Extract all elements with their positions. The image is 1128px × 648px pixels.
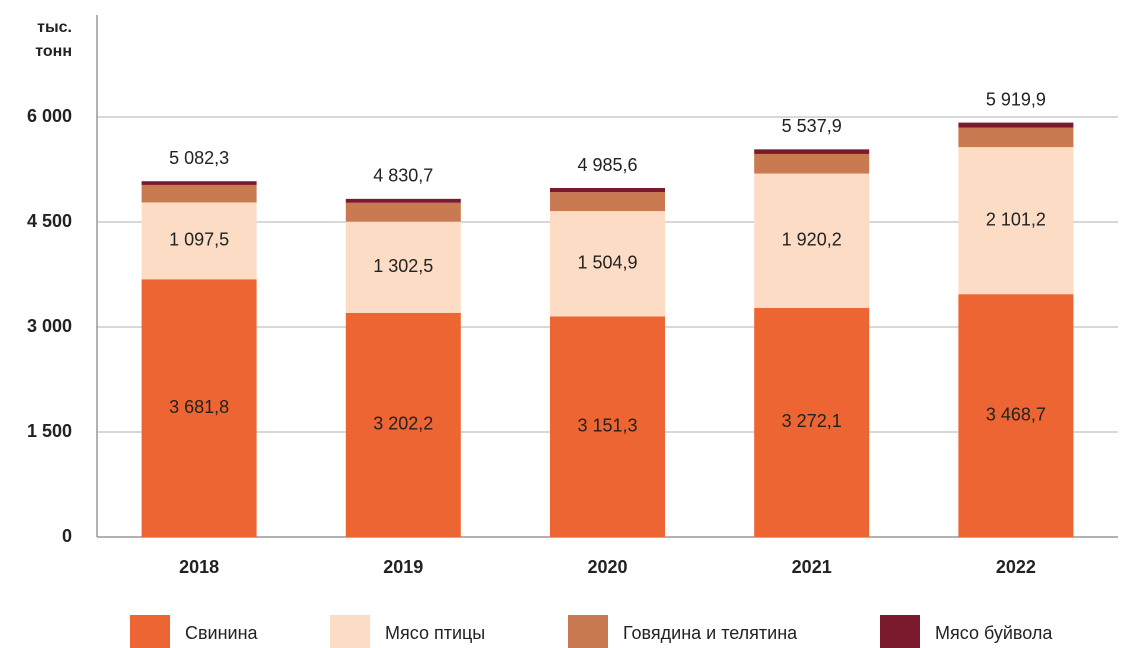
legend-swatch bbox=[568, 615, 608, 648]
data-label: 3 681,8 bbox=[169, 397, 229, 417]
bar-segment bbox=[345, 198, 461, 203]
bar-segment bbox=[754, 153, 870, 174]
bar-segment bbox=[141, 184, 257, 203]
data-label: 3 468,7 bbox=[986, 404, 1046, 424]
x-tick-label: 2020 bbox=[587, 557, 627, 577]
bar-segment bbox=[345, 202, 461, 222]
bar-segment bbox=[550, 188, 665, 193]
data-label: 3 272,1 bbox=[782, 411, 842, 431]
bar-segment bbox=[141, 279, 257, 537]
bar-segment bbox=[958, 127, 1074, 148]
bar-segment bbox=[141, 202, 257, 280]
legend-label: Мясо птицы bbox=[385, 623, 485, 643]
total-label: 4 830,7 bbox=[373, 166, 433, 186]
x-tick-label: 2019 bbox=[383, 557, 423, 577]
total-label: 5 919,9 bbox=[986, 89, 1046, 109]
x-tick-label: 2021 bbox=[792, 557, 832, 577]
bar-segment bbox=[550, 192, 665, 212]
bar-segment bbox=[754, 173, 870, 308]
legend-swatch bbox=[330, 615, 370, 648]
x-tick-label: 2022 bbox=[996, 557, 1036, 577]
y-tick-label: 6 000 bbox=[27, 106, 72, 126]
data-label: 1 097,5 bbox=[169, 230, 229, 250]
data-label: 1 504,9 bbox=[577, 252, 637, 272]
bar-segment bbox=[754, 307, 870, 537]
y-tick-label: 1 500 bbox=[27, 421, 72, 441]
legend-swatch bbox=[880, 615, 920, 648]
bar-segment bbox=[958, 122, 1074, 128]
bar-segment bbox=[345, 312, 461, 537]
y-axis-label: тонн bbox=[35, 43, 72, 60]
y-tick-label: 3 000 bbox=[27, 316, 72, 336]
legend-label: Говядина и телятина bbox=[623, 623, 798, 643]
bar-segment bbox=[345, 221, 461, 313]
y-axis-label: тыс. bbox=[37, 19, 72, 36]
bar-segment bbox=[141, 181, 257, 185]
bar-segment bbox=[754, 149, 870, 154]
data-label: 3 151,3 bbox=[577, 415, 637, 435]
total-label: 5 537,9 bbox=[782, 116, 842, 136]
total-label: 4 985,6 bbox=[577, 155, 637, 175]
bar-segment bbox=[550, 211, 665, 317]
y-tick-label: 4 500 bbox=[27, 211, 72, 231]
bar-segment bbox=[958, 147, 1074, 295]
data-label: 3 202,2 bbox=[373, 414, 433, 434]
legend-swatch bbox=[130, 615, 170, 648]
data-label: 1 920,2 bbox=[782, 229, 842, 249]
legend-label: Свинина bbox=[185, 623, 259, 643]
x-tick-label: 2018 bbox=[179, 557, 219, 577]
data-label: 1 302,5 bbox=[373, 256, 433, 276]
total-label: 5 082,3 bbox=[169, 148, 229, 168]
bar-segment bbox=[958, 294, 1074, 537]
data-label: 2 101,2 bbox=[986, 209, 1046, 229]
bar-segment bbox=[550, 316, 665, 537]
y-tick-label: 0 bbox=[62, 526, 72, 546]
legend-label: Мясо буйвола bbox=[935, 623, 1053, 643]
